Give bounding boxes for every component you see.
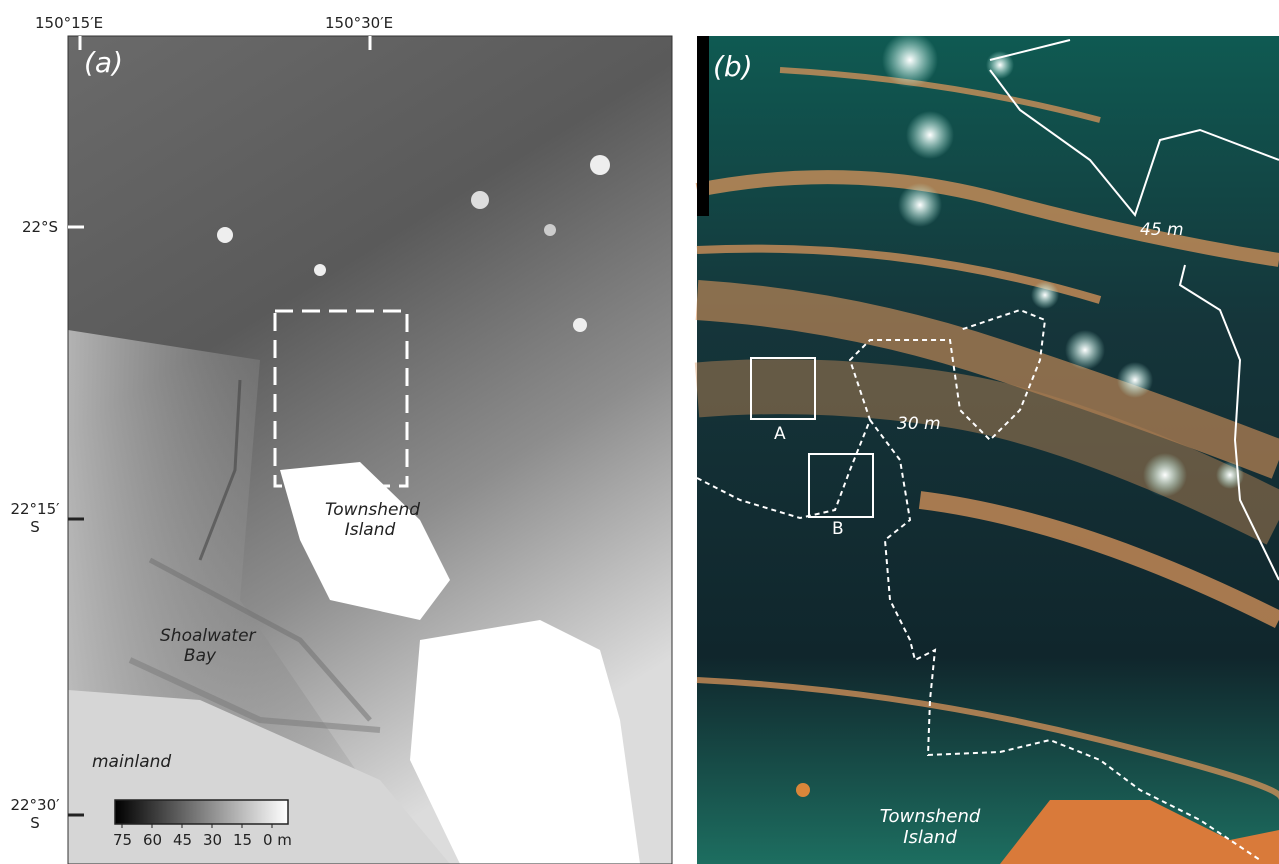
colorbar-label: 0 m <box>263 831 292 849</box>
colorbar-label: 75 <box>113 831 132 849</box>
contour-label: 45 m <box>1140 220 1184 240</box>
box-label: B <box>832 519 844 539</box>
panel-label: (b) <box>713 50 753 83</box>
place-label: Townshend Island <box>325 500 415 540</box>
panel-b-image <box>697 32 1279 864</box>
figure: 150°15′E 150°30′E 22°S 22°15′ S 22°30′ S… <box>0 0 1279 864</box>
lat-label: 22°S <box>15 218 65 236</box>
box-label: A <box>774 424 786 444</box>
lon-label: 150°30′E <box>325 14 393 32</box>
contour-label: 30 m <box>897 414 941 434</box>
colorbar-label: 30 <box>203 831 222 849</box>
place-label: Townshend Island <box>870 806 990 848</box>
maps <box>0 0 1279 864</box>
lat-label: 22°15′ S <box>10 500 60 536</box>
colorbar-label: 45 <box>173 831 192 849</box>
colorbar-label: 15 <box>233 831 252 849</box>
lon-label: 150°15′E <box>35 14 103 32</box>
place-label: mainland <box>92 752 171 772</box>
colorbar <box>115 800 288 828</box>
colorbar-label: 60 <box>143 831 162 849</box>
place-label: Shoalwater Bay <box>160 626 240 666</box>
lat-label: 22°30′ S <box>10 796 60 832</box>
panel-label: (a) <box>84 46 123 79</box>
panel-a-image <box>68 36 672 864</box>
